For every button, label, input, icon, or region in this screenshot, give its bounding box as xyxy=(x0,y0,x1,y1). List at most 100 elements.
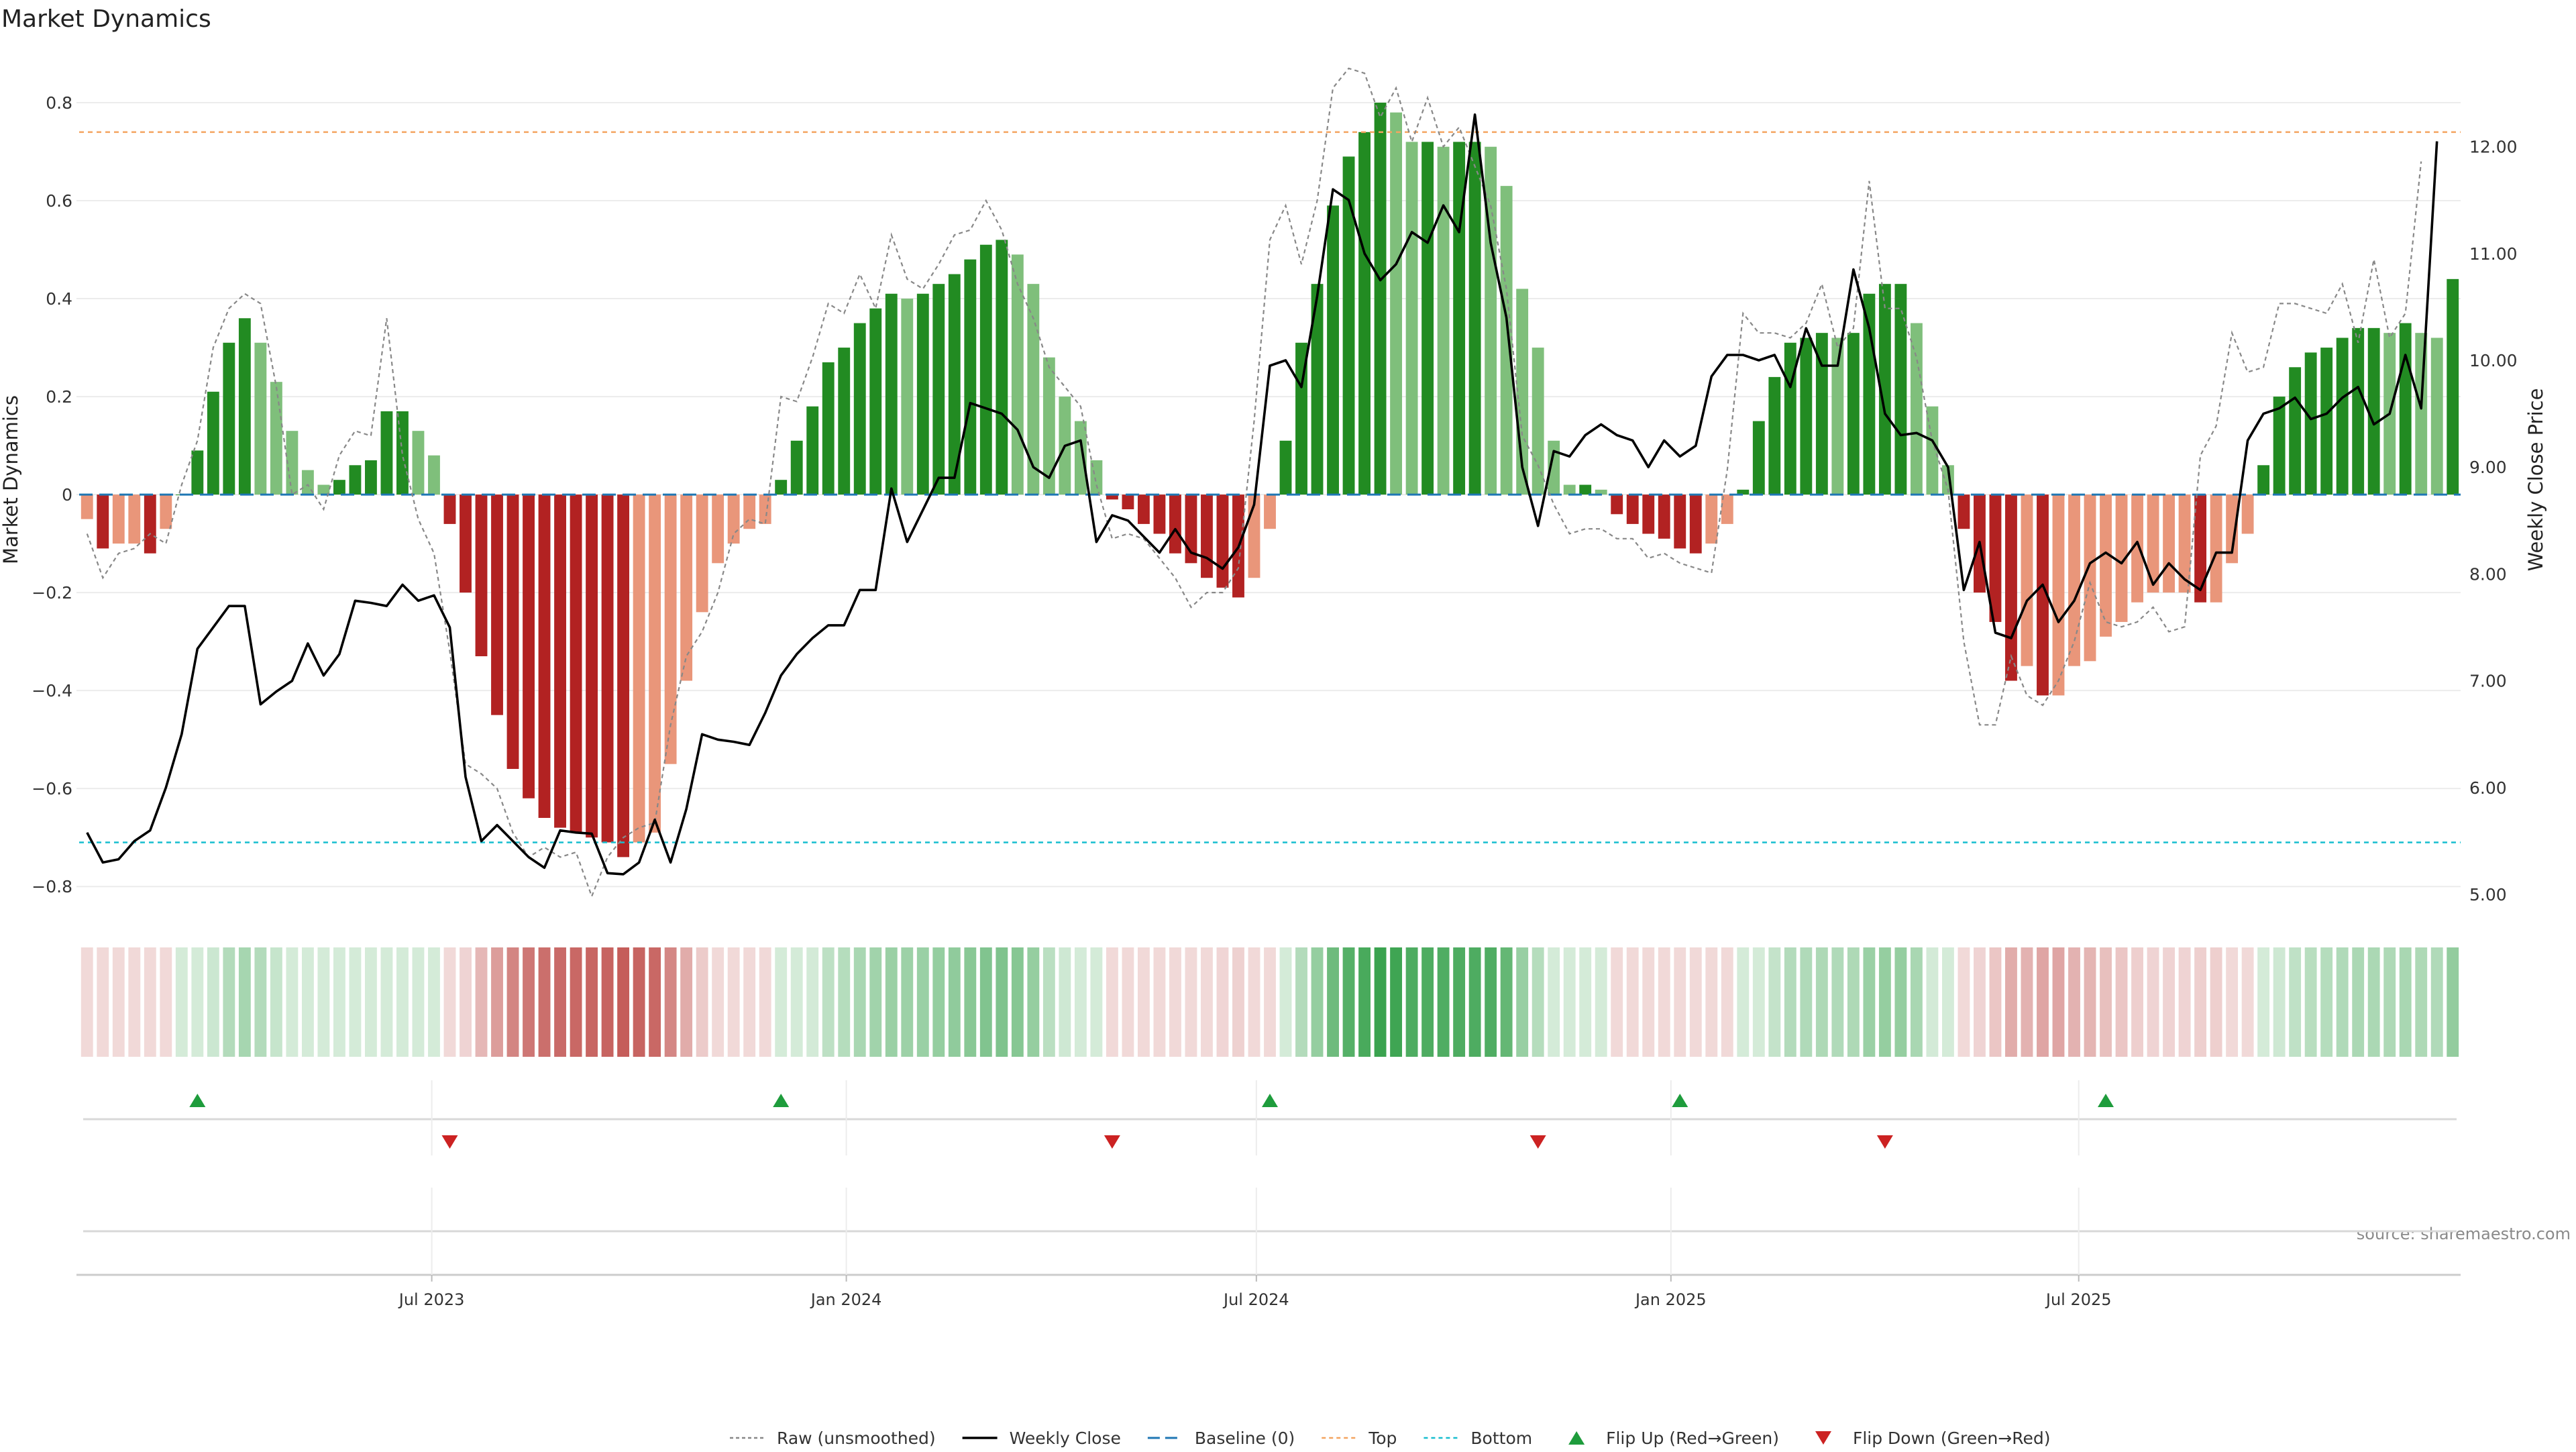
md-bar xyxy=(238,318,251,495)
heat-cell xyxy=(1059,947,1071,1057)
legend: Raw (unsmoothed) Weekly Close Baseline (0)… xyxy=(730,1429,2051,1448)
left-tick-label: 0.4 xyxy=(46,289,72,309)
heat-cell xyxy=(2241,947,2254,1057)
md-bar xyxy=(1216,495,1229,588)
heat-cell xyxy=(2383,947,2396,1057)
heat-cell xyxy=(1279,947,1292,1057)
md-bar xyxy=(2178,495,2191,593)
heat-cell xyxy=(680,947,693,1057)
md-bar xyxy=(2273,397,2286,495)
md-bar xyxy=(1642,495,1655,534)
md-bar xyxy=(1815,333,1828,495)
heat-cell xyxy=(270,947,282,1057)
heat-cell xyxy=(1468,947,1481,1057)
weekly-close-line xyxy=(86,113,2438,876)
heat-cell xyxy=(1153,947,1166,1057)
heat-cell xyxy=(617,947,630,1057)
x-tick-label: Jul 2025 xyxy=(2045,1290,2112,1309)
md-bar xyxy=(2021,495,2033,666)
heat-cell xyxy=(1863,947,1876,1057)
right-tick-label: 5.00 xyxy=(2469,885,2507,904)
md-bar xyxy=(317,484,330,495)
md-bar xyxy=(2005,495,2017,681)
heat-cell xyxy=(869,947,882,1057)
right-tick-label: 6.00 xyxy=(2469,778,2507,798)
heat-cell xyxy=(112,947,125,1057)
heat-cell xyxy=(538,947,551,1057)
heat-cell xyxy=(2352,947,2365,1057)
md-bar xyxy=(838,348,851,495)
heat-cell xyxy=(554,947,566,1057)
heat-cell xyxy=(2304,947,2317,1057)
heat-cell xyxy=(1579,947,1592,1057)
md-bar xyxy=(2100,495,2112,637)
heat-cell xyxy=(2084,947,2096,1057)
md-bar xyxy=(617,495,630,858)
heat-cell xyxy=(1453,947,1466,1057)
md-bar xyxy=(2037,495,2049,696)
md-bar xyxy=(1689,495,1702,554)
heat-cell xyxy=(2052,947,2065,1057)
md-bar xyxy=(1358,132,1371,495)
md-bar xyxy=(2320,348,2333,495)
md-bar xyxy=(664,495,677,764)
heat-cell xyxy=(443,947,456,1057)
heat-cell xyxy=(1705,947,1718,1057)
legend-label: Flip Up (Red→Green) xyxy=(1606,1429,1779,1448)
md-bar xyxy=(2430,338,2443,495)
md-bar xyxy=(1957,495,1970,529)
heat-cell xyxy=(916,947,929,1057)
heat-cell xyxy=(601,947,614,1057)
flip-down-marker xyxy=(1529,1135,1546,1149)
md-bar xyxy=(286,431,299,495)
heat-cell xyxy=(1626,947,1639,1057)
heat-cell xyxy=(1878,947,1891,1057)
heat-cell xyxy=(1106,947,1118,1057)
heat-cell xyxy=(491,947,503,1057)
md-bar xyxy=(2289,367,2302,495)
md-bar xyxy=(2147,495,2159,593)
md-bar xyxy=(128,495,141,544)
heat-cell xyxy=(1957,947,1970,1057)
heat-cell xyxy=(790,947,803,1057)
flip-down-marker xyxy=(1104,1135,1120,1149)
right-axis-label: Weekly Close Price xyxy=(2524,388,2547,572)
md-bar xyxy=(1611,495,1623,515)
md-bar xyxy=(1421,142,1434,495)
heat-cell xyxy=(1437,947,1450,1057)
md-bar xyxy=(979,244,992,495)
heat-cell xyxy=(996,947,1008,1057)
source-label: source: sharemaestro.com xyxy=(2357,1225,2571,1243)
heat-cell xyxy=(2005,947,2017,1057)
md-bar xyxy=(365,460,377,495)
md-bar xyxy=(586,495,598,838)
md-bar xyxy=(1878,284,1891,495)
md-bar xyxy=(916,293,929,495)
heat-cell xyxy=(317,947,330,1057)
md-bar xyxy=(144,495,156,554)
md-bar xyxy=(822,362,835,495)
md-bar xyxy=(1989,495,2002,622)
left-axis-label: Market Dynamics xyxy=(0,395,22,564)
md-bar xyxy=(1027,284,1040,495)
heat-cell xyxy=(1342,947,1355,1057)
md-bar xyxy=(349,465,362,495)
heat-cell xyxy=(1800,947,1813,1057)
heat-cell xyxy=(1405,947,1418,1057)
right-tick-label: 10.00 xyxy=(2469,351,2518,370)
md-bar xyxy=(2367,327,2380,495)
heat-cell xyxy=(396,947,409,1057)
md-bar xyxy=(1721,495,1733,524)
md-bar xyxy=(1737,489,1750,495)
md-bar xyxy=(1595,489,1607,495)
md-bar xyxy=(491,495,503,715)
md-bar xyxy=(1327,205,1339,495)
heat-cell xyxy=(696,947,708,1057)
heat-cell xyxy=(1090,947,1103,1057)
md-bar xyxy=(1453,142,1466,495)
md-bar xyxy=(712,495,724,564)
legend-label: Flip Down (Green→Red) xyxy=(1853,1429,2051,1448)
legend-swatch-flip-down xyxy=(1815,1431,1831,1445)
flip-up-marker xyxy=(2098,1094,2114,1107)
